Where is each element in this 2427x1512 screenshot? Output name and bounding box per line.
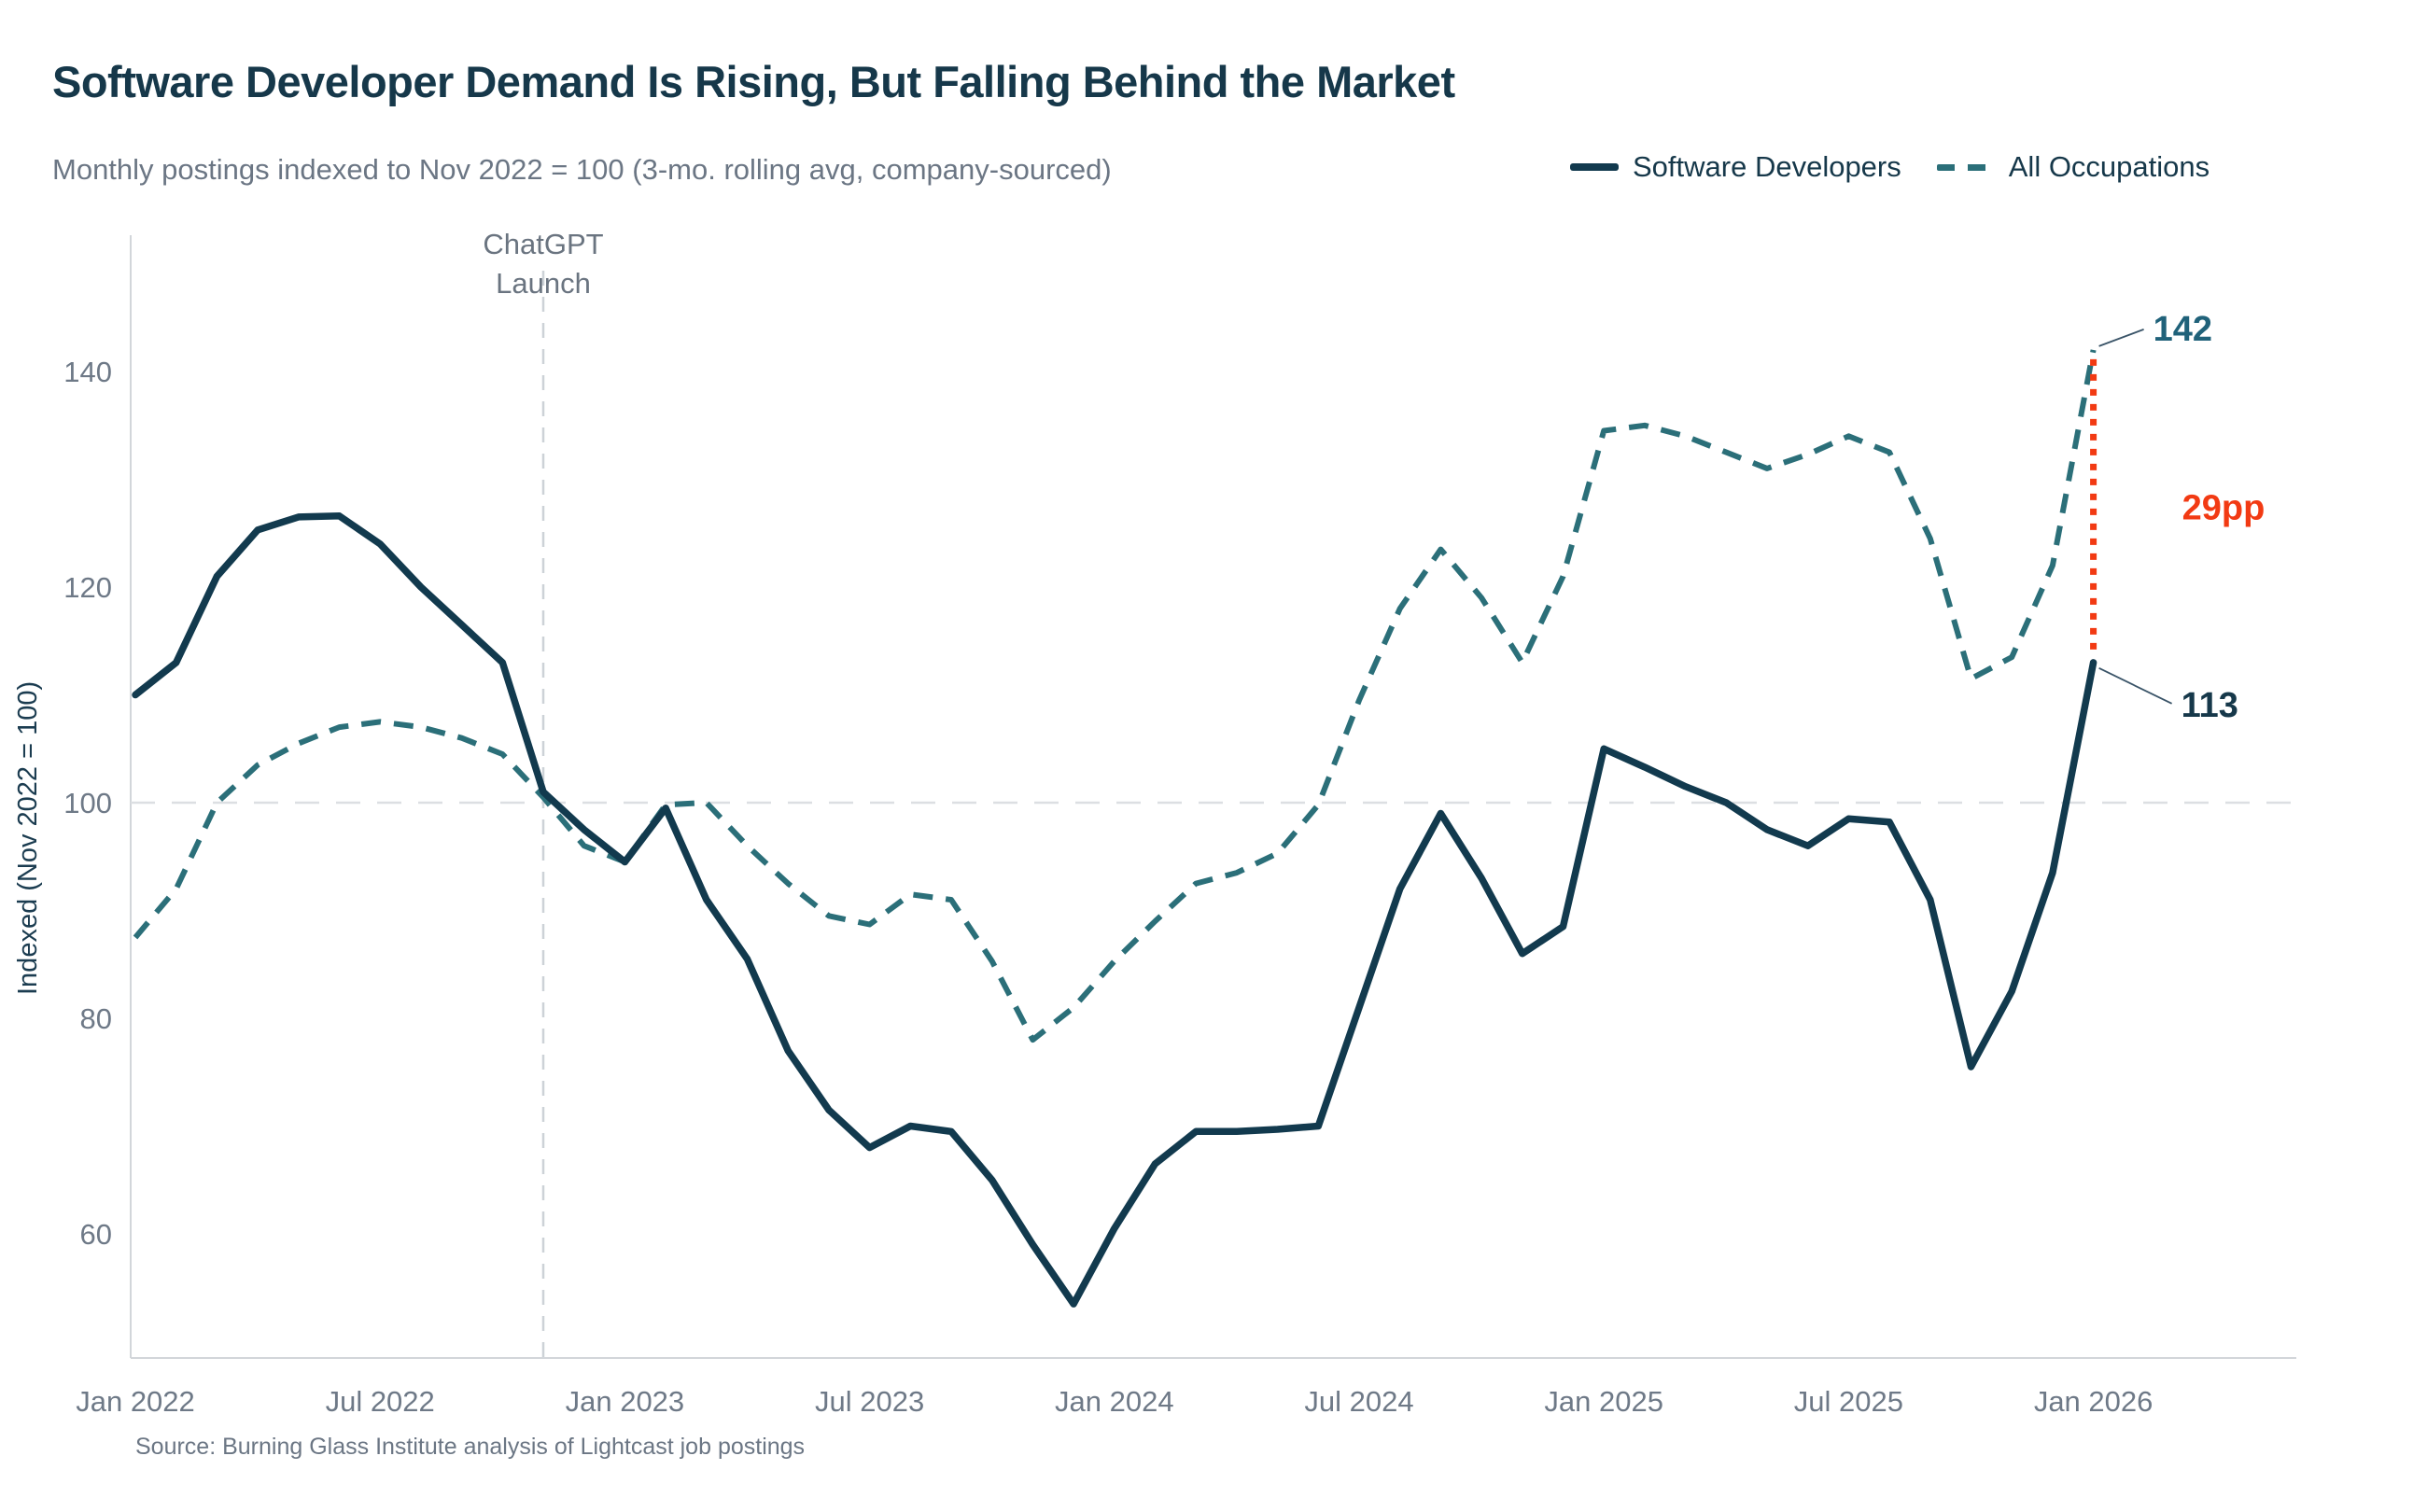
value-label-113: 113 bbox=[2181, 686, 2238, 725]
y-tick-label: 60 bbox=[80, 1218, 112, 1251]
annotation-chatgpt-line2: Launch bbox=[496, 267, 591, 300]
y-tick-label: 80 bbox=[80, 1002, 112, 1035]
legend-label-software-developers: Software Developers bbox=[1633, 150, 1901, 183]
x-tick-label: Jul 2023 bbox=[815, 1385, 924, 1418]
chart-title: Software Developer Demand Is Rising, But… bbox=[52, 57, 1455, 106]
x-tick-label: Jan 2024 bbox=[1055, 1385, 1174, 1418]
x-tick-label: Jul 2022 bbox=[326, 1385, 435, 1418]
x-tick-label: Jan 2022 bbox=[76, 1385, 195, 1418]
value-label-142: 142 bbox=[2153, 310, 2212, 349]
y-tick-label: 100 bbox=[63, 787, 112, 819]
y-tick-label: 120 bbox=[63, 571, 112, 604]
software-developers-line bbox=[132, 512, 2097, 1308]
x-tick-label: Jul 2025 bbox=[1794, 1385, 1903, 1418]
gap-label-29pp: 29pp bbox=[2182, 488, 2266, 527]
source-note: Source: Burning Glass Institute analysis… bbox=[135, 1434, 806, 1460]
annotation-chatgpt-line1: ChatGPT bbox=[483, 228, 603, 260]
legend: Software Developers All Occupations bbox=[1570, 146, 2210, 189]
chart-subtitle: Monthly postings indexed to Nov 2022 = 1… bbox=[52, 153, 1112, 186]
x-tick-label: Jan 2023 bbox=[566, 1385, 685, 1418]
label-leader-line-top bbox=[2098, 329, 2144, 347]
x-tick-label: Jul 2024 bbox=[1304, 1385, 1413, 1418]
x-tick-label: Jan 2025 bbox=[1544, 1385, 1663, 1418]
legend-label-all-occupations: All Occupations bbox=[2008, 150, 2210, 183]
label-leader-line-bottom bbox=[2098, 667, 2172, 705]
legend-item-software-developers: Software Developers bbox=[1570, 150, 1901, 184]
y-tick-label: 140 bbox=[63, 356, 112, 388]
solid-line-swatch-icon bbox=[1570, 163, 1619, 171]
legend-item-all-occupations: All Occupations bbox=[1936, 150, 2210, 184]
x-tick-label: Jan 2026 bbox=[2034, 1385, 2153, 1418]
dashed-line-swatch-icon bbox=[1936, 163, 1995, 171]
all-occupations-line bbox=[133, 349, 2097, 1043]
